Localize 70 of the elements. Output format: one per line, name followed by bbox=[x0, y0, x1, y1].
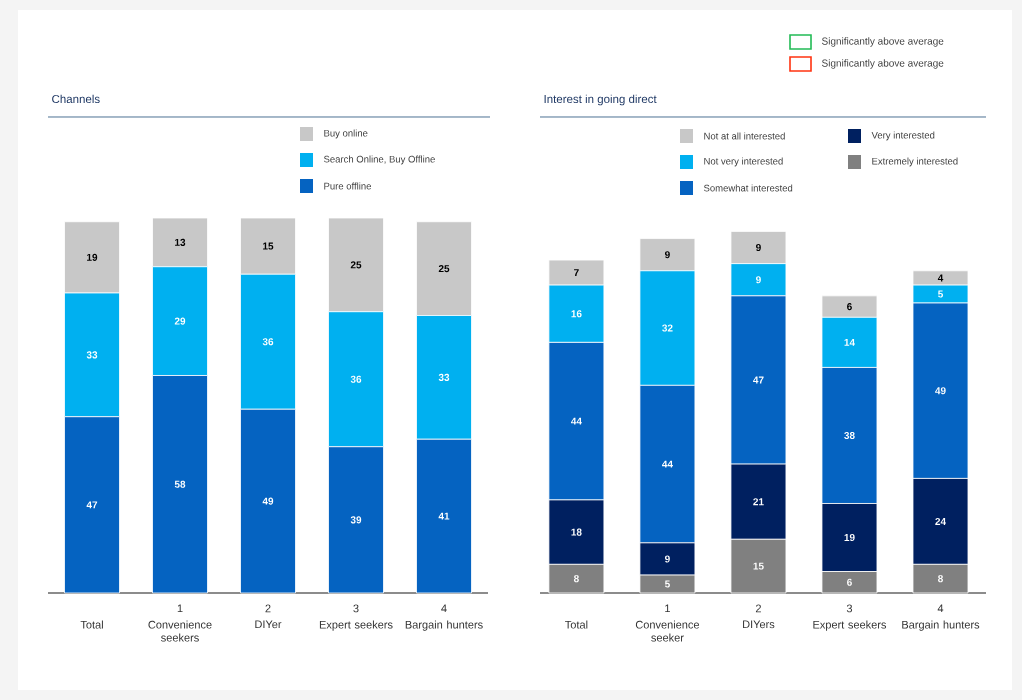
data-label: 13 bbox=[175, 238, 186, 246]
data-label: 6 bbox=[847, 578, 852, 586]
text: 2 bbox=[755, 604, 761, 613]
text: 4 bbox=[937, 604, 944, 613]
data-label: 38 bbox=[844, 431, 855, 440]
text: 1 bbox=[177, 604, 183, 613]
x-tick-label: DIYers bbox=[743, 620, 775, 629]
data-label: 4 bbox=[937, 274, 944, 282]
data-label: 5 bbox=[938, 290, 943, 298]
data-label: 33 bbox=[86, 351, 98, 359]
chart-title: Interest in going direct bbox=[544, 94, 657, 106]
data-label: 7 bbox=[574, 269, 579, 277]
data-label: 29 bbox=[174, 317, 186, 325]
data-label: 9 bbox=[756, 276, 761, 284]
text: 4 bbox=[441, 604, 447, 613]
x-tick-label: Total bbox=[80, 620, 103, 629]
x-tick-label: Expert seekers bbox=[813, 620, 887, 631]
data-label: 39 bbox=[350, 516, 362, 524]
data-label: 36 bbox=[262, 338, 274, 346]
data-label: 8 bbox=[938, 575, 943, 583]
text: 1 bbox=[665, 604, 670, 613]
data-label: 18 bbox=[571, 528, 582, 536]
data-label: 21 bbox=[753, 498, 764, 506]
data-label: 24 bbox=[935, 517, 946, 525]
data-label: 5 bbox=[664, 580, 670, 588]
data-label: 9 bbox=[665, 555, 670, 563]
text: 3 bbox=[846, 604, 853, 613]
legend-label: Pure offline bbox=[324, 182, 371, 190]
x-tick-label: Bargain hunters bbox=[405, 620, 483, 631]
data-label: 58 bbox=[174, 480, 186, 488]
data-label: 9 bbox=[756, 243, 761, 252]
data-label: 32 bbox=[662, 324, 673, 332]
legend-label: Significantly above average bbox=[821, 37, 944, 47]
data-label: 25 bbox=[438, 265, 450, 273]
legend-label: Buy online bbox=[324, 129, 368, 139]
legend-label: Somewhat interested bbox=[703, 184, 793, 192]
legend-label: Not at all interested bbox=[704, 132, 785, 140]
data-label: 14 bbox=[844, 338, 855, 346]
data-label: 8 bbox=[573, 575, 579, 583]
legend-label: Not very interested bbox=[704, 157, 783, 167]
x-tick-label: Total bbox=[565, 620, 588, 629]
data-label: 33 bbox=[438, 373, 450, 381]
data-label: 15 bbox=[753, 562, 764, 570]
data-label: 49 bbox=[262, 497, 274, 505]
chart-title: Channels bbox=[52, 94, 100, 104]
data-label: 19 bbox=[844, 533, 855, 542]
data-label: 44 bbox=[571, 417, 582, 425]
data-label: 41 bbox=[438, 512, 450, 520]
data-label: 6 bbox=[847, 303, 852, 311]
legend-label: Extremely interested bbox=[872, 157, 958, 167]
data-label: 15 bbox=[263, 242, 274, 250]
text: 3 bbox=[353, 604, 359, 613]
data-label: 47 bbox=[753, 376, 764, 384]
data-label: 49 bbox=[935, 387, 946, 395]
legend-label: Significantly above average bbox=[821, 59, 944, 69]
x-tick-label: Expert seekers bbox=[319, 620, 393, 631]
x-tick-label: DIYer bbox=[255, 620, 282, 629]
text: 2 bbox=[265, 604, 271, 613]
data-label: 9 bbox=[665, 251, 670, 259]
legend-label: Search Online, Buy Offline bbox=[323, 155, 435, 165]
data-label: 19 bbox=[87, 253, 98, 261]
data-label: 25 bbox=[350, 261, 362, 269]
data-label: 16 bbox=[571, 310, 582, 318]
x-tick-label: Convenience seekers bbox=[148, 620, 212, 642]
data-label: 36 bbox=[350, 375, 362, 383]
x-tick-label: Bargain hunters bbox=[902, 620, 980, 631]
legend-label: Very interested bbox=[871, 131, 935, 141]
data-label: 47 bbox=[86, 501, 98, 509]
data-label: 44 bbox=[662, 460, 673, 468]
x-tick-label: Convenience seeker bbox=[635, 620, 700, 642]
